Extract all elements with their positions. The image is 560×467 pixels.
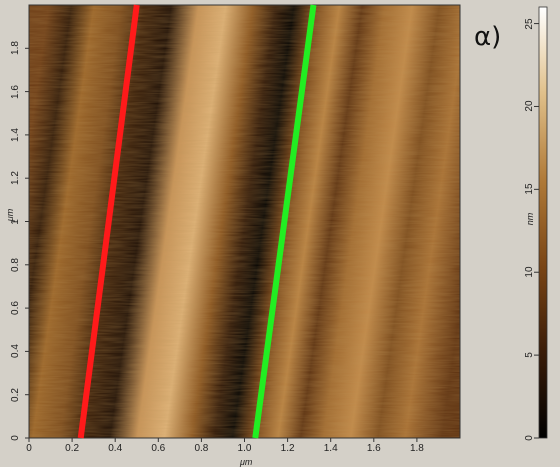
x-tick-label: 0.8: [194, 443, 209, 454]
x-tick-label: 1.0: [237, 443, 252, 454]
x-tick-label: 0: [26, 443, 32, 454]
profile-line-1: [77, 4, 140, 439]
x-tick-label: 1.8: [409, 443, 424, 454]
y-tick-label: 0.8: [10, 257, 21, 272]
x-tick-label: 0.2: [65, 443, 80, 454]
y-tick-label: 0.4: [10, 344, 21, 359]
x-tick-label: 1.6: [366, 443, 381, 454]
colorbar-unit: nm: [525, 212, 535, 226]
colorbar-tick-label: 0: [524, 435, 535, 441]
y-tick-label: 1.8: [10, 41, 21, 56]
colorbar: [538, 6, 548, 439]
afm-height-image: [29, 5, 460, 438]
y-tick-label: 0.2: [10, 387, 21, 402]
colorbar-tick-label: 5: [524, 352, 535, 358]
y-tick-label: 1.4: [10, 127, 21, 142]
colorbar-tick-label: 15: [524, 183, 535, 195]
x-tick-label: 0.4: [108, 443, 123, 454]
x-tick-label: 1.2: [280, 443, 295, 454]
y-axis-unit: μm: [5, 208, 15, 222]
x-tick-label: 1.4: [323, 443, 338, 454]
profile-line-2: [252, 4, 317, 439]
panel-label: α): [474, 22, 502, 52]
y-tick-label: 1.6: [10, 84, 21, 99]
colorbar-tick-label: 20: [524, 100, 535, 113]
y-tick-label: 0: [10, 435, 21, 441]
y-tick-label: 0.6: [10, 301, 21, 316]
y-tick-label: 1.2: [10, 171, 21, 186]
colorbar-tick-label: 25: [524, 18, 535, 30]
colorbar-tick-label: 10: [524, 266, 535, 278]
x-axis-unit: μm: [240, 457, 253, 467]
x-tick-label: 0.6: [151, 443, 166, 454]
